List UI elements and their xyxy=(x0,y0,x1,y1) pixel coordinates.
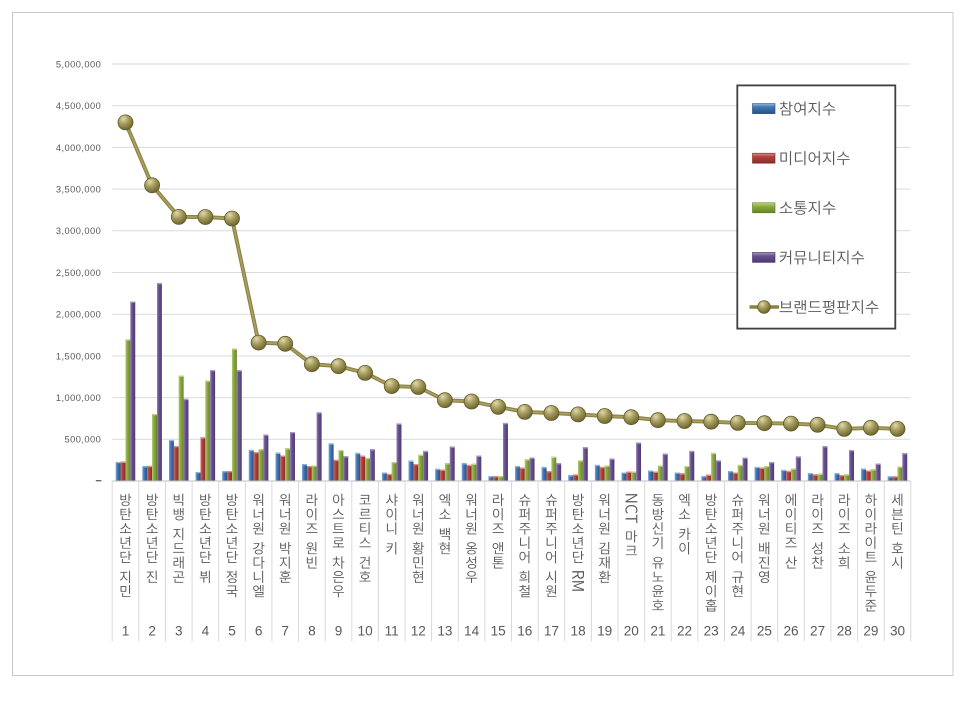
svg-text:1: 1 xyxy=(122,623,130,638)
svg-text:5,000,000: 5,000,000 xyxy=(56,59,101,69)
svg-text:3: 3 xyxy=(175,623,183,638)
svg-text:21: 21 xyxy=(650,623,665,638)
svg-text:25: 25 xyxy=(757,623,772,638)
svg-text:27: 27 xyxy=(810,623,825,638)
svg-text:17: 17 xyxy=(544,623,559,638)
svg-text:1,000,000: 1,000,000 xyxy=(56,393,101,403)
svg-text:3,500,000: 3,500,000 xyxy=(56,185,101,195)
svg-text:10: 10 xyxy=(358,623,374,638)
svg-text:4,000,000: 4,000,000 xyxy=(56,143,101,153)
svg-text:19: 19 xyxy=(597,623,612,638)
svg-text:29: 29 xyxy=(863,623,878,638)
svg-text:1,500,000: 1,500,000 xyxy=(56,351,101,361)
svg-text:5: 5 xyxy=(228,623,236,638)
svg-text:500,000: 500,000 xyxy=(65,435,102,445)
svg-text:16: 16 xyxy=(517,623,532,638)
svg-text:13: 13 xyxy=(437,623,452,638)
svg-text:24: 24 xyxy=(730,623,746,638)
svg-text:20: 20 xyxy=(624,623,640,638)
svg-text:9: 9 xyxy=(335,623,343,638)
svg-text:6: 6 xyxy=(255,623,263,638)
svg-text:15: 15 xyxy=(491,623,506,638)
svg-text:22: 22 xyxy=(677,623,692,638)
svg-text:11: 11 xyxy=(385,623,399,638)
svg-text:2,500,000: 2,500,000 xyxy=(56,268,101,278)
svg-text:3,000,000: 3,000,000 xyxy=(56,226,101,236)
svg-text:4: 4 xyxy=(202,623,210,638)
svg-text:26: 26 xyxy=(783,623,798,638)
svg-text:7: 7 xyxy=(281,623,289,638)
svg-text:30: 30 xyxy=(890,623,906,638)
svg-text:23: 23 xyxy=(704,623,719,638)
svg-text:12: 12 xyxy=(411,623,426,638)
svg-text:14: 14 xyxy=(464,623,480,638)
svg-text:2: 2 xyxy=(148,623,156,638)
svg-text:28: 28 xyxy=(837,623,852,638)
svg-text:8: 8 xyxy=(308,623,316,638)
svg-text:18: 18 xyxy=(571,623,586,638)
svg-text:2,000,000: 2,000,000 xyxy=(56,310,101,320)
svg-text:4,500,000: 4,500,000 xyxy=(56,101,101,111)
